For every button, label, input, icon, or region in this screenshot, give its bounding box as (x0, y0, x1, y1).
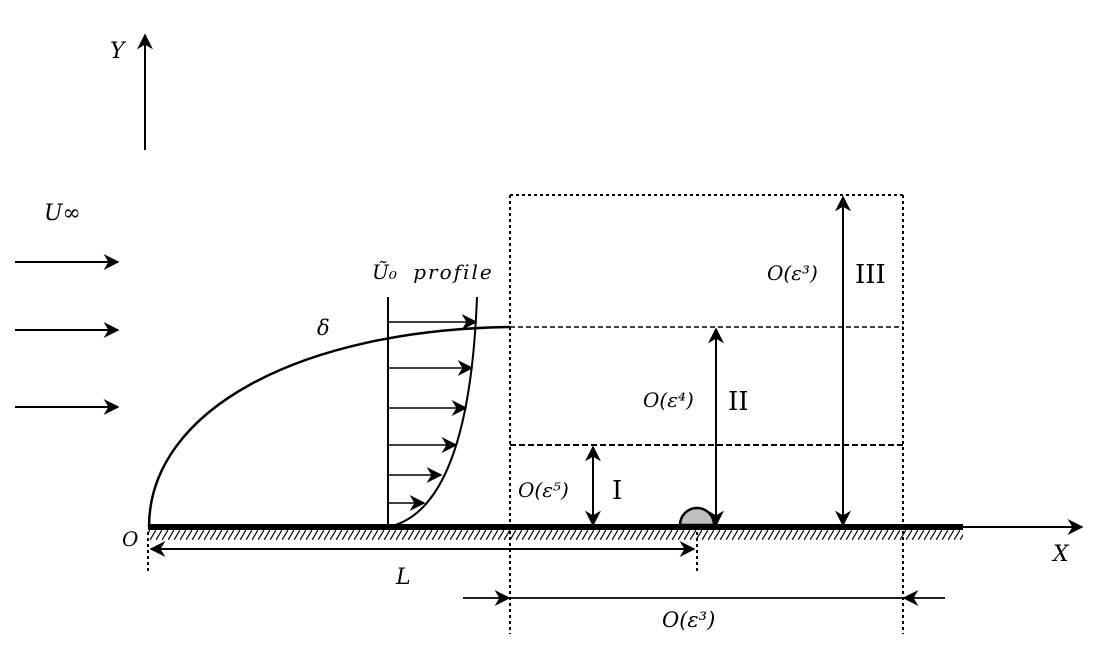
y-axis-label: Y (110, 39, 127, 64)
x-axis-label: X (1051, 542, 1070, 567)
region-i-scale: O(ε⁵) (518, 478, 569, 502)
delta-label: δ (317, 316, 330, 340)
profile-label: Ũ₀ profile (372, 260, 494, 284)
length-label: L (395, 565, 411, 590)
region-iii-scale: O(ε³) (767, 261, 818, 285)
profile-symbol: Ũ₀ (372, 260, 397, 284)
origin-label: O (122, 527, 138, 551)
extent-label: O(ε³) (662, 608, 715, 632)
region-iii-label: III (855, 260, 886, 290)
region-ii-label: II (728, 387, 749, 417)
profile-arrows (388, 314, 478, 511)
boundary-layer-edge (147, 325, 511, 528)
region-ii-scale: O(ε⁴) (643, 388, 694, 412)
roughness-bump (678, 506, 716, 527)
region-i-label: I (612, 476, 622, 506)
wall-hatching (148, 530, 963, 540)
freestream-label: U∞ (44, 201, 81, 226)
profile-curve (387, 296, 478, 528)
profile-text: profile (413, 260, 493, 284)
